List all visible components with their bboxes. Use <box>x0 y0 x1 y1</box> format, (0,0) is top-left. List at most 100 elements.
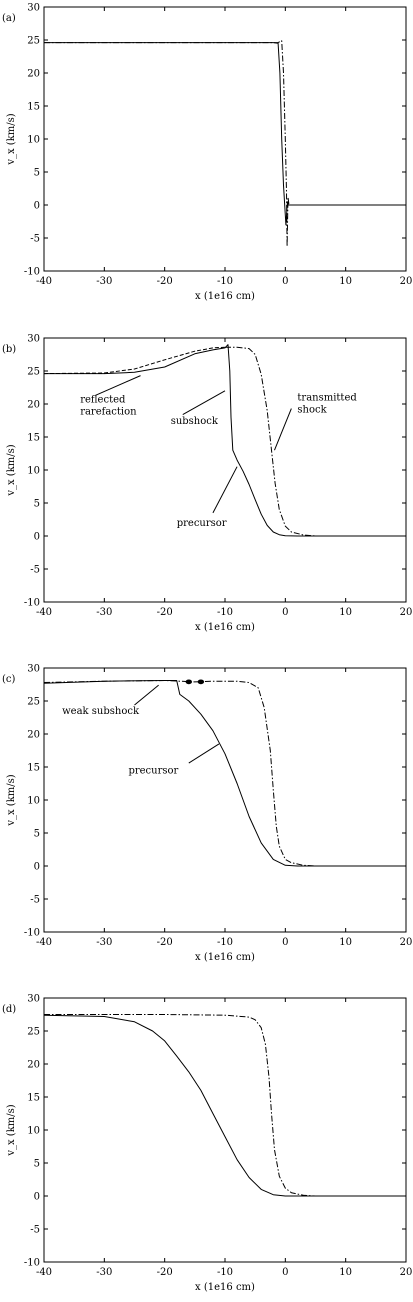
y-tick-label: -5 <box>30 895 40 906</box>
x-tick-label: -30 <box>96 276 112 287</box>
series-line-1-solid <box>44 42 406 226</box>
y-tick-label: -5 <box>30 1225 40 1236</box>
x-tick-label: 20 <box>400 1267 413 1278</box>
series-line-1-solid <box>44 344 406 537</box>
series-line-2-dashdot <box>44 40 406 248</box>
y-tick-label: 30 <box>27 994 40 1005</box>
y-tick-label: 25 <box>27 36 40 47</box>
x-tick-label: 10 <box>339 1267 352 1278</box>
panel-label: (a) <box>2 13 16 24</box>
y-tick-label: 20 <box>27 69 40 80</box>
y-tick-label: -10 <box>24 928 40 939</box>
x-axis-label: x (1e16 cm) <box>195 952 255 963</box>
y-tick-label: 30 <box>27 664 40 675</box>
series-line-2-dashed <box>43 346 226 375</box>
y-tick-label: -5 <box>30 565 40 576</box>
annotation-arrow <box>274 408 292 451</box>
annotation-arrow <box>134 684 159 706</box>
x-axis-label: x (1e16 cm) <box>195 291 255 302</box>
y-tick-label: 20 <box>27 1060 40 1071</box>
y-tick-label: 30 <box>27 334 40 345</box>
panel-label: (b) <box>2 344 16 355</box>
series-line-3-dashdot <box>225 346 406 537</box>
annotation-label: precursor <box>128 766 178 777</box>
x-axis-label: x (1e16 cm) <box>195 622 255 633</box>
y-tick-label: 20 <box>27 730 40 741</box>
y-tick-label: 25 <box>27 697 40 708</box>
y-tick-label: 10 <box>27 135 40 146</box>
y-axis-label: v_x (km/s) <box>6 774 17 826</box>
chart-panel-1: -40 -30 -20 -10 0 10 20 -10 -5 0 5 10 15 20 25 30 x (1e1… <box>2 3 412 303</box>
y-tick-label: 15 <box>27 433 40 444</box>
annotation-label: rarefaction <box>80 407 137 418</box>
annotation-arrow <box>182 390 226 415</box>
y-tick-label: -5 <box>30 234 40 245</box>
y-tick-label: -10 <box>24 598 40 609</box>
y-tick-label: 25 <box>27 1027 40 1038</box>
y-tick-label: 5 <box>34 168 40 179</box>
x-tick-label: 10 <box>339 276 352 287</box>
y-tick-label: 10 <box>27 466 40 477</box>
x-tick-label: -40 <box>36 276 52 287</box>
x-tick-label: 0 <box>282 937 288 948</box>
annotation-label: weak subshock <box>62 706 140 717</box>
plot-frame <box>43 997 407 1263</box>
chart-panel-3: -40 -30 -20 -10 0 10 20 -10 -5 0 5 10 15 20 25 30 x (1e1… <box>2 664 412 964</box>
y-tick-label: -10 <box>24 1258 40 1269</box>
x-tick-label: -10 <box>217 276 233 287</box>
y-tick-label: -10 <box>24 267 40 278</box>
x-tick-label: 20 <box>400 607 413 618</box>
annotation-arrow <box>95 375 141 396</box>
x-tick-label: -20 <box>157 937 173 948</box>
y-tick-label: 20 <box>27 400 40 411</box>
chart-panel-2: -40 -30 -20 -10 0 10 20 -10 -5 0 5 10 15 20 25 30 x (1e1… <box>2 334 412 634</box>
plot-frame <box>43 6 407 272</box>
y-tick-label: 0 <box>34 201 40 212</box>
x-tick-label: -20 <box>157 1267 173 1278</box>
annotation-label: reflected <box>80 395 126 406</box>
x-tick-label: -10 <box>217 1267 233 1278</box>
series-line-2-dashdot <box>43 680 406 867</box>
y-tick-label: 5 <box>34 829 40 840</box>
y-tick-label: 10 <box>27 1126 40 1137</box>
x-tick-label: -20 <box>157 276 173 287</box>
y-tick-label: 10 <box>27 796 40 807</box>
x-tick-label: -30 <box>96 1267 112 1278</box>
series-line-1-solid <box>43 1014 406 1197</box>
y-axis-label: v_x (km/s) <box>6 113 17 165</box>
x-tick-label: 10 <box>339 937 352 948</box>
y-tick-label: 30 <box>27 3 40 14</box>
x-tick-label: -10 <box>217 937 233 948</box>
y-tick-label: 25 <box>27 367 40 378</box>
x-tick-label: -40 <box>36 607 52 618</box>
annotation-label: shock <box>297 405 327 416</box>
y-tick-label: 0 <box>34 532 40 543</box>
x-tick-label: 0 <box>282 1267 288 1278</box>
data-marker <box>197 679 205 685</box>
annotation-label: precursor <box>177 518 227 529</box>
x-axis-label: x (1e16 cm) <box>195 1282 255 1293</box>
x-tick-label: 20 <box>400 276 413 287</box>
y-tick-label: 0 <box>34 862 40 873</box>
y-tick-label: 5 <box>34 499 40 510</box>
x-tick-label: -30 <box>96 607 112 618</box>
y-tick-label: 15 <box>27 1093 40 1104</box>
x-tick-label: -40 <box>36 937 52 948</box>
x-tick-label: -20 <box>157 607 173 618</box>
y-tick-label: 0 <box>34 1192 40 1203</box>
x-tick-label: 0 <box>282 607 288 618</box>
data-marker <box>185 679 192 685</box>
plot-frame <box>43 337 407 603</box>
panel-label: (d) <box>2 1004 16 1015</box>
series-line-2-dashdot <box>44 1014 406 1197</box>
annotation-label: subshock <box>171 416 219 427</box>
y-tick-label: 15 <box>27 102 40 113</box>
annotation-arrow <box>188 743 220 764</box>
y-axis-label: v_x (km/s) <box>6 1104 17 1156</box>
annotation-label: transmitted <box>297 393 357 404</box>
x-tick-label: 20 <box>400 937 413 948</box>
y-tick-label: 15 <box>27 763 40 774</box>
annotation-arrow <box>212 466 238 514</box>
x-tick-label: -10 <box>217 607 233 618</box>
